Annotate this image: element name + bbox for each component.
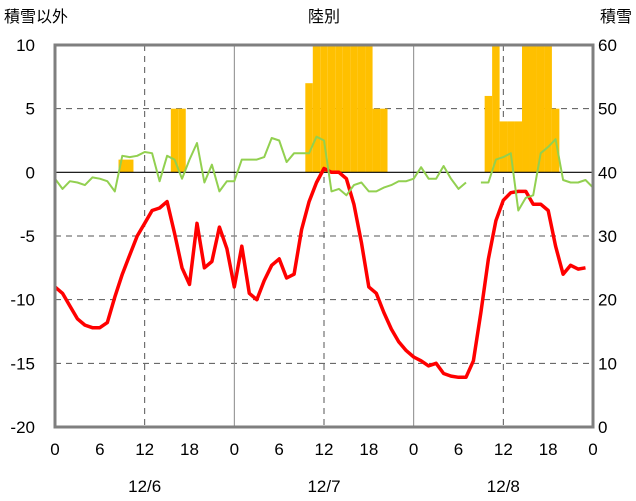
right-tick-label: 0 <box>598 418 607 437</box>
precip-bar <box>522 45 530 173</box>
right-tick-label: 20 <box>598 291 617 310</box>
x-tick-label: 18 <box>180 440 199 459</box>
day-labels: 12/6 12/7 12/8 <box>128 477 520 496</box>
right-tick-label: 40 <box>598 163 617 182</box>
precip-bar <box>335 45 343 173</box>
x-tick-label: 12 <box>315 440 334 459</box>
left-ticks: -20 -15 -10 -5 0 5 10 <box>10 36 35 437</box>
precip-bar <box>492 45 500 173</box>
precip-bar <box>327 45 336 173</box>
x-tick-label: 0 <box>588 440 597 459</box>
precip-bar <box>170 108 179 173</box>
day-label: 12/8 <box>487 477 520 496</box>
x-ticks: 0 6 12 18 0 6 12 18 0 6 12 18 0 <box>50 440 597 459</box>
precip-bar <box>357 45 366 173</box>
precip-bars <box>118 45 560 173</box>
chart-title: 陸別 <box>308 7 340 26</box>
right-tick-label: 30 <box>598 227 617 246</box>
day-label: 12/6 <box>128 477 161 496</box>
precip-bar <box>320 45 328 173</box>
day-label: 12/7 <box>307 477 340 496</box>
right-axis-title: 積雪 <box>600 7 632 26</box>
precip-bar <box>544 45 552 173</box>
x-tick-label: 18 <box>359 440 378 459</box>
left-axis-title: 積雪以外 <box>4 7 68 26</box>
precip-bar <box>118 159 126 173</box>
right-tick-label: 60 <box>598 36 617 55</box>
precip-bar <box>507 121 515 173</box>
left-tick-label: -5 <box>20 227 35 246</box>
precip-bar <box>305 83 313 173</box>
precip-bar <box>380 108 388 173</box>
left-tick-label: -15 <box>10 354 35 373</box>
precip-bar <box>514 121 523 173</box>
plot-frame <box>53 43 595 429</box>
precip-bar <box>536 45 545 173</box>
x-tick-label: 0 <box>50 440 59 459</box>
precip-bar <box>365 45 373 173</box>
x-tick-label: 6 <box>274 440 283 459</box>
temperature-line <box>53 166 586 380</box>
precip-bar <box>342 45 351 173</box>
left-tick-label: 5 <box>26 100 35 119</box>
precip-bar <box>529 45 537 173</box>
x-tick-label: 12 <box>135 440 154 459</box>
x-tick-label: 6 <box>95 440 104 459</box>
left-tick-label: 0 <box>26 163 35 182</box>
left-tick-label: -10 <box>10 291 35 310</box>
precip-bar <box>125 159 134 173</box>
right-ticks: 0 10 20 30 40 50 60 <box>598 36 617 437</box>
precip-bar <box>372 108 381 173</box>
left-tick-label: 10 <box>16 36 35 55</box>
precip-bar <box>484 95 493 173</box>
x-tick-label: 18 <box>539 440 558 459</box>
x-tick-label: 0 <box>409 440 418 459</box>
wind-line <box>54 135 467 197</box>
x-tick-label: 0 <box>230 440 239 459</box>
right-tick-label: 50 <box>598 100 617 119</box>
left-tick-label: -20 <box>10 418 35 437</box>
precip-bar <box>178 108 186 173</box>
x-tick-label: 12 <box>494 440 513 459</box>
wind-line <box>480 138 594 212</box>
right-tick-label: 10 <box>598 354 617 373</box>
precip-bar <box>499 121 508 173</box>
precip-bar <box>312 45 321 173</box>
precip-bar <box>350 45 358 173</box>
x-tick-label: 6 <box>454 440 463 459</box>
